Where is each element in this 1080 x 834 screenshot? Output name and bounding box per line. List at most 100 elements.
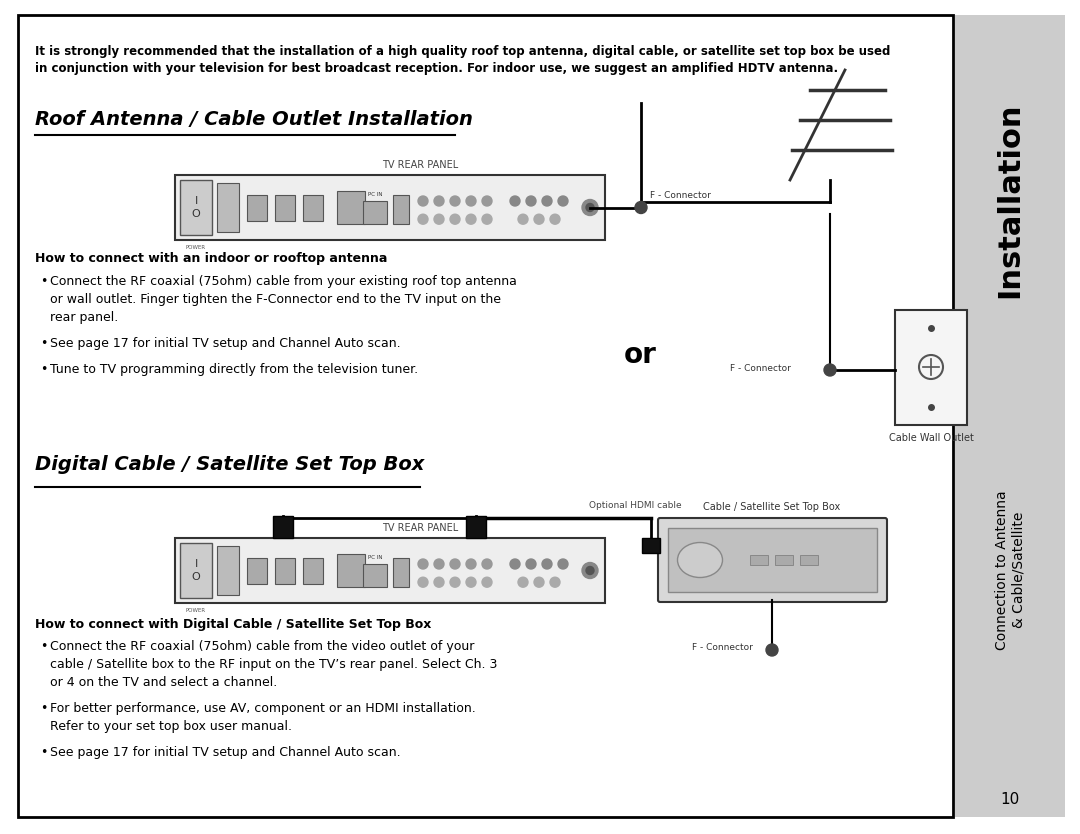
Text: •: • bbox=[40, 702, 48, 715]
Circle shape bbox=[482, 196, 492, 206]
Circle shape bbox=[526, 559, 536, 569]
Bar bbox=[363, 564, 387, 587]
Text: O: O bbox=[191, 209, 201, 219]
Text: in conjunction with your television for best broadcast reception. For indoor use: in conjunction with your television for … bbox=[35, 62, 838, 75]
Circle shape bbox=[542, 559, 552, 569]
Bar bbox=[465, 516, 486, 538]
Text: Connect the RF coaxial (75ohm) cable from your existing roof top antenna: Connect the RF coaxial (75ohm) cable fro… bbox=[50, 275, 517, 288]
Circle shape bbox=[418, 214, 428, 224]
Text: or: or bbox=[623, 341, 657, 369]
Bar bbox=[272, 516, 293, 538]
Circle shape bbox=[586, 566, 594, 575]
FancyBboxPatch shape bbox=[658, 518, 887, 602]
Circle shape bbox=[526, 196, 536, 206]
Circle shape bbox=[482, 559, 492, 569]
Bar bbox=[303, 194, 323, 220]
Text: rear panel.: rear panel. bbox=[50, 311, 118, 324]
Text: Optional HDMI cable: Optional HDMI cable bbox=[589, 500, 681, 510]
Bar bbox=[247, 194, 267, 220]
Text: •: • bbox=[40, 275, 48, 288]
Circle shape bbox=[465, 577, 476, 587]
Circle shape bbox=[434, 214, 444, 224]
Text: or wall outlet. Finger tighten the F-Connector end to the TV input on the: or wall outlet. Finger tighten the F-Con… bbox=[50, 293, 501, 306]
Circle shape bbox=[465, 559, 476, 569]
Bar bbox=[337, 191, 365, 224]
Bar bbox=[303, 557, 323, 584]
Text: PC IN: PC IN bbox=[368, 192, 382, 197]
Bar bbox=[217, 546, 239, 595]
Text: TV REAR PANEL: TV REAR PANEL bbox=[382, 160, 458, 170]
Bar bbox=[363, 201, 387, 224]
Bar bbox=[175, 175, 605, 240]
Text: See page 17 for initial TV setup and Channel Auto scan.: See page 17 for initial TV setup and Cha… bbox=[50, 337, 401, 350]
Text: I: I bbox=[194, 196, 198, 206]
Circle shape bbox=[418, 577, 428, 587]
Text: F - Connector: F - Connector bbox=[692, 644, 753, 652]
Text: O: O bbox=[191, 572, 201, 582]
Bar bbox=[180, 180, 212, 235]
Text: Tune to TV programming directly from the television tuner.: Tune to TV programming directly from the… bbox=[50, 363, 418, 376]
Circle shape bbox=[450, 559, 460, 569]
Bar bbox=[275, 557, 295, 584]
Bar bbox=[750, 555, 768, 565]
Circle shape bbox=[482, 214, 492, 224]
Circle shape bbox=[434, 559, 444, 569]
Circle shape bbox=[582, 199, 598, 215]
Circle shape bbox=[558, 196, 568, 206]
Circle shape bbox=[550, 577, 561, 587]
Circle shape bbox=[518, 577, 528, 587]
Text: POWER: POWER bbox=[186, 608, 206, 613]
Text: •: • bbox=[40, 746, 48, 759]
Circle shape bbox=[824, 364, 836, 376]
Circle shape bbox=[558, 559, 568, 569]
Circle shape bbox=[534, 214, 544, 224]
Bar bbox=[18, 15, 953, 817]
Text: How to connect with an indoor or rooftop antenna: How to connect with an indoor or rooftop… bbox=[35, 252, 388, 265]
Text: Connection to Antenna
& Cable/Satellite: Connection to Antenna & Cable/Satellite bbox=[995, 490, 1025, 650]
Circle shape bbox=[510, 196, 519, 206]
Text: For better performance, use AV, component or an HDMI installation.: For better performance, use AV, componen… bbox=[50, 702, 476, 715]
Text: How to connect with Digital Cable / Satellite Set Top Box: How to connect with Digital Cable / Sate… bbox=[35, 618, 431, 631]
Bar bbox=[895, 310, 967, 425]
Circle shape bbox=[482, 577, 492, 587]
Bar bbox=[275, 194, 295, 220]
Circle shape bbox=[434, 196, 444, 206]
Bar bbox=[955, 15, 1065, 817]
Circle shape bbox=[465, 196, 476, 206]
Bar bbox=[247, 557, 267, 584]
Bar bbox=[775, 555, 793, 565]
Circle shape bbox=[518, 214, 528, 224]
Text: 10: 10 bbox=[1000, 792, 1020, 807]
Text: Cable Wall Outlet: Cable Wall Outlet bbox=[889, 433, 973, 443]
Text: See page 17 for initial TV setup and Channel Auto scan.: See page 17 for initial TV setup and Cha… bbox=[50, 746, 401, 759]
Circle shape bbox=[534, 577, 544, 587]
Ellipse shape bbox=[677, 542, 723, 577]
Text: or 4 on the TV and select a channel.: or 4 on the TV and select a channel. bbox=[50, 676, 278, 689]
Bar bbox=[180, 543, 212, 598]
Bar bbox=[800, 555, 818, 565]
Text: Installation: Installation bbox=[996, 103, 1025, 298]
Text: Refer to your set top box user manual.: Refer to your set top box user manual. bbox=[50, 720, 292, 733]
Bar bbox=[175, 538, 605, 603]
Text: Connect the RF coaxial (75ohm) cable from the video outlet of your: Connect the RF coaxial (75ohm) cable fro… bbox=[50, 640, 474, 653]
Bar bbox=[393, 194, 409, 224]
Bar bbox=[217, 183, 239, 232]
Circle shape bbox=[582, 562, 598, 579]
Text: •: • bbox=[40, 363, 48, 376]
Text: F - Connector: F - Connector bbox=[730, 364, 791, 373]
Circle shape bbox=[418, 196, 428, 206]
Circle shape bbox=[635, 202, 647, 214]
Circle shape bbox=[418, 559, 428, 569]
Text: Digital Cable / Satellite Set Top Box: Digital Cable / Satellite Set Top Box bbox=[35, 455, 424, 474]
Bar bbox=[393, 557, 409, 587]
Text: •: • bbox=[40, 337, 48, 350]
Text: Cable / Satellite Set Top Box: Cable / Satellite Set Top Box bbox=[703, 502, 840, 512]
Text: TV REAR PANEL: TV REAR PANEL bbox=[382, 523, 458, 533]
Text: POWER: POWER bbox=[186, 245, 206, 250]
Circle shape bbox=[450, 577, 460, 587]
Circle shape bbox=[586, 203, 594, 212]
Circle shape bbox=[450, 214, 460, 224]
Circle shape bbox=[450, 196, 460, 206]
Text: F - Connector: F - Connector bbox=[650, 191, 711, 200]
Text: PC IN: PC IN bbox=[368, 555, 382, 560]
